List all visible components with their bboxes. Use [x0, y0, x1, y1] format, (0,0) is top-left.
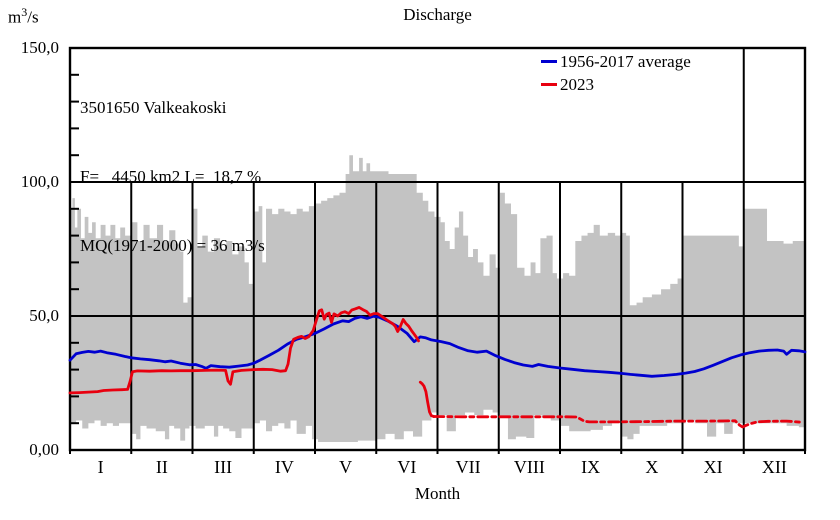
station-area-lake-pct: F= 4450 km2 L= 18,7 %	[80, 167, 262, 186]
legend-label-average: 1956-2017 average	[560, 52, 691, 71]
unit-prefix: m	[8, 7, 22, 27]
month-label-XI: XI	[703, 457, 723, 477]
month-label-VIII: VIII	[513, 457, 545, 477]
legend-item-average: 1956-2017 average	[541, 50, 691, 73]
month-label-VII: VII	[455, 457, 481, 477]
y-tick-label-150: 150,0	[20, 38, 59, 57]
month-label-V: V	[339, 457, 353, 477]
month-label-II: II	[155, 457, 168, 477]
month-label-XII: XII	[761, 457, 787, 477]
year-2023-line	[432, 415, 802, 429]
y-tick-label-50: 50,0	[29, 306, 59, 325]
station-mean-discharge: MQ(1971-2000) = 36 m3/s	[80, 236, 265, 255]
year-2023-line	[68, 305, 420, 395]
month-label-VI: VI	[397, 457, 417, 477]
y-axis-unit: m3/s	[8, 5, 39, 28]
month-label-I: I	[97, 457, 104, 477]
legend-swatch-average-line	[541, 60, 557, 63]
legend: 1956-2017 average 2023	[541, 50, 691, 96]
unit-superscript: 3	[21, 5, 28, 19]
month-label-X: X	[645, 457, 659, 477]
y-tick-label-100: 100,0	[20, 172, 59, 191]
legend-swatch-2023-line	[541, 83, 557, 86]
month-label-III: III	[214, 457, 233, 477]
station-info: 3501650 Valkeakoski F= 4450 km2 L= 18,7 …	[80, 50, 265, 303]
average-line	[68, 314, 807, 378]
year-2023-line	[418, 380, 436, 418]
legend-label-2023: 2023	[560, 75, 594, 94]
legend-item-2023: 2023	[541, 73, 691, 96]
month-label-IX: IX	[581, 457, 601, 477]
chart-title: Discharge	[403, 5, 472, 24]
plot-frame	[68, 46, 807, 452]
month-label-IV: IV	[274, 457, 294, 477]
y-tick-label-0: 0,00	[29, 440, 59, 459]
x-axis-title: Month	[414, 484, 461, 503]
station-id-name: 3501650 Valkeakoski	[80, 98, 227, 117]
unit-suffix: /s	[27, 7, 39, 27]
